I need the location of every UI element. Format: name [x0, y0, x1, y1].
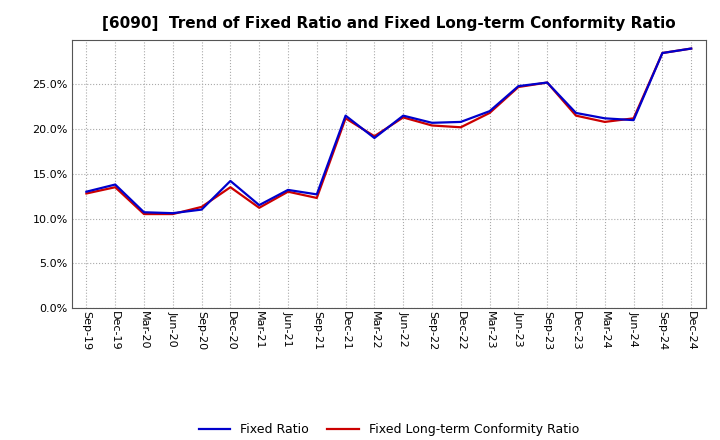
Fixed Long-term Conformity Ratio	[428, 123, 436, 128]
Fixed Long-term Conformity Ratio	[111, 185, 120, 190]
Fixed Ratio	[687, 46, 696, 51]
Fixed Ratio	[399, 113, 408, 118]
Fixed Ratio	[255, 202, 264, 208]
Fixed Long-term Conformity Ratio	[514, 84, 523, 90]
Fixed Ratio	[284, 187, 292, 193]
Fixed Long-term Conformity Ratio	[456, 125, 465, 130]
Fixed Ratio	[428, 120, 436, 125]
Fixed Ratio	[111, 182, 120, 187]
Fixed Long-term Conformity Ratio	[658, 50, 667, 55]
Fixed Ratio	[543, 80, 552, 85]
Fixed Ratio	[82, 189, 91, 194]
Fixed Long-term Conformity Ratio	[600, 119, 609, 125]
Fixed Ratio	[514, 84, 523, 89]
Fixed Long-term Conformity Ratio	[284, 189, 292, 194]
Fixed Long-term Conformity Ratio	[543, 80, 552, 85]
Fixed Ratio	[312, 192, 321, 197]
Fixed Ratio	[140, 209, 148, 215]
Fixed Ratio	[629, 117, 638, 123]
Legend: Fixed Ratio, Fixed Long-term Conformity Ratio: Fixed Ratio, Fixed Long-term Conformity …	[194, 418, 584, 440]
Fixed Long-term Conformity Ratio	[629, 116, 638, 121]
Fixed Ratio	[485, 109, 494, 114]
Fixed Ratio	[600, 116, 609, 121]
Fixed Ratio	[572, 110, 580, 116]
Fixed Long-term Conformity Ratio	[687, 46, 696, 51]
Fixed Long-term Conformity Ratio	[312, 195, 321, 201]
Line: Fixed Long-term Conformity Ratio: Fixed Long-term Conformity Ratio	[86, 48, 691, 214]
Fixed Long-term Conformity Ratio	[255, 205, 264, 210]
Fixed Ratio	[226, 178, 235, 183]
Fixed Long-term Conformity Ratio	[226, 185, 235, 190]
Fixed Long-term Conformity Ratio	[140, 211, 148, 216]
Fixed Long-term Conformity Ratio	[197, 204, 206, 209]
Title: [6090]  Trend of Fixed Ratio and Fixed Long-term Conformity Ratio: [6090] Trend of Fixed Ratio and Fixed Lo…	[102, 16, 675, 32]
Fixed Ratio	[168, 210, 177, 216]
Fixed Ratio	[658, 50, 667, 55]
Fixed Ratio	[341, 113, 350, 118]
Fixed Long-term Conformity Ratio	[485, 110, 494, 116]
Fixed Long-term Conformity Ratio	[168, 211, 177, 216]
Fixed Long-term Conformity Ratio	[82, 191, 91, 196]
Fixed Long-term Conformity Ratio	[370, 134, 379, 139]
Fixed Long-term Conformity Ratio	[572, 113, 580, 118]
Fixed Ratio	[456, 119, 465, 125]
Fixed Long-term Conformity Ratio	[399, 115, 408, 120]
Line: Fixed Ratio: Fixed Ratio	[86, 48, 691, 213]
Fixed Ratio	[370, 136, 379, 141]
Fixed Ratio	[197, 207, 206, 212]
Fixed Long-term Conformity Ratio	[341, 116, 350, 121]
